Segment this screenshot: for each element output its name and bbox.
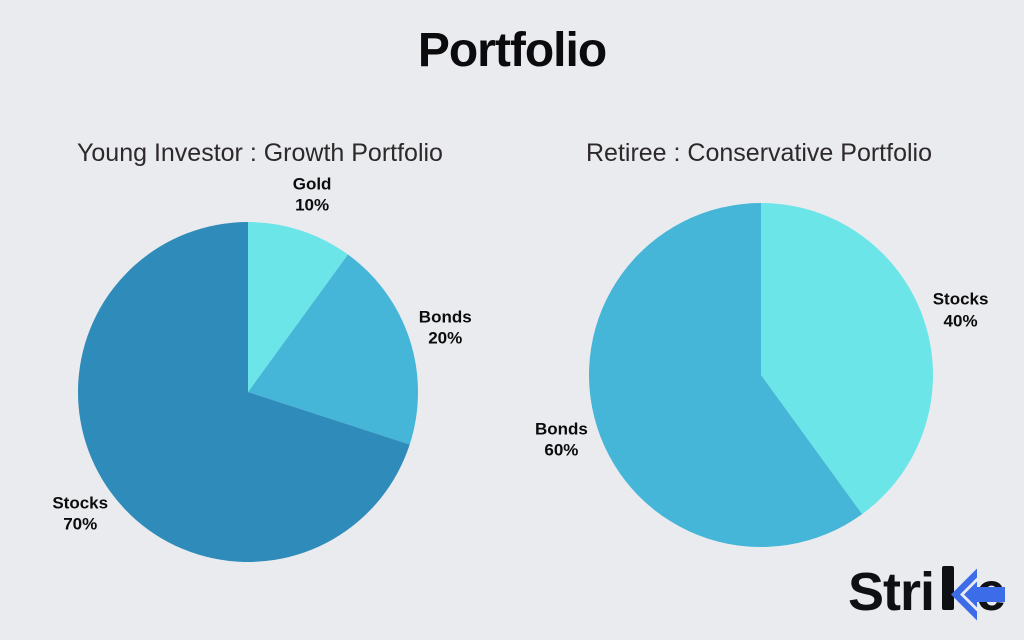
pie-slice-stocks	[77, 222, 410, 562]
pie-label-name: Gold	[292, 174, 332, 194]
pie-label-value: 40%	[943, 311, 978, 331]
pie-chart-conservative-portfolio: Stocks 40% Bonds 60%	[520, 180, 1024, 600]
chart-title-growth-portfolio: Young Investor : Growth Portfolio	[77, 139, 443, 167]
strike-logo: Stri e	[848, 560, 1020, 626]
pie-slice-gold	[248, 222, 348, 392]
pie-slice-bonds	[589, 203, 863, 547]
pie-growth-svg	[77, 222, 418, 562]
pie-conservative-svg	[589, 203, 933, 547]
pie-label-value: 10%	[295, 195, 330, 215]
pie-chart-growth-portfolio: Gold 10% Bonds 20% Stocks 70%	[0, 174, 520, 600]
logo-text-prefix: Stri	[848, 562, 934, 622]
pie-label-gold: Gold 10%	[293, 173, 332, 216]
page-title: Portfolio	[417, 24, 607, 77]
pie-label-name: Bonds	[418, 307, 472, 327]
pie-label-value: 70%	[63, 514, 98, 534]
logo-arrow-shaft	[964, 581, 1005, 608]
pie-slice-bonds	[248, 254, 418, 445]
pie-label-name: Bonds	[534, 419, 588, 439]
pie-label-name: Stocks	[932, 289, 989, 309]
pie-label-stocks: Stocks 40%	[933, 289, 989, 332]
strike-logo-svg: Stri e	[848, 562, 1006, 622]
logo-k-stem	[942, 566, 954, 610]
chart-title-conservative-portfolio: Retiree : Conservative Portfolio	[586, 139, 932, 167]
pie-label-bonds: Bonds 60%	[535, 418, 588, 461]
pie-label-value: 20%	[428, 328, 463, 348]
pie-label-name: Stocks	[52, 493, 109, 513]
pie-label-bonds: Bonds 20%	[419, 306, 472, 349]
pie-label-value: 60%	[544, 440, 579, 460]
pie-slice-stocks	[761, 203, 933, 515]
pie-label-stocks: Stocks 70%	[52, 492, 108, 535]
